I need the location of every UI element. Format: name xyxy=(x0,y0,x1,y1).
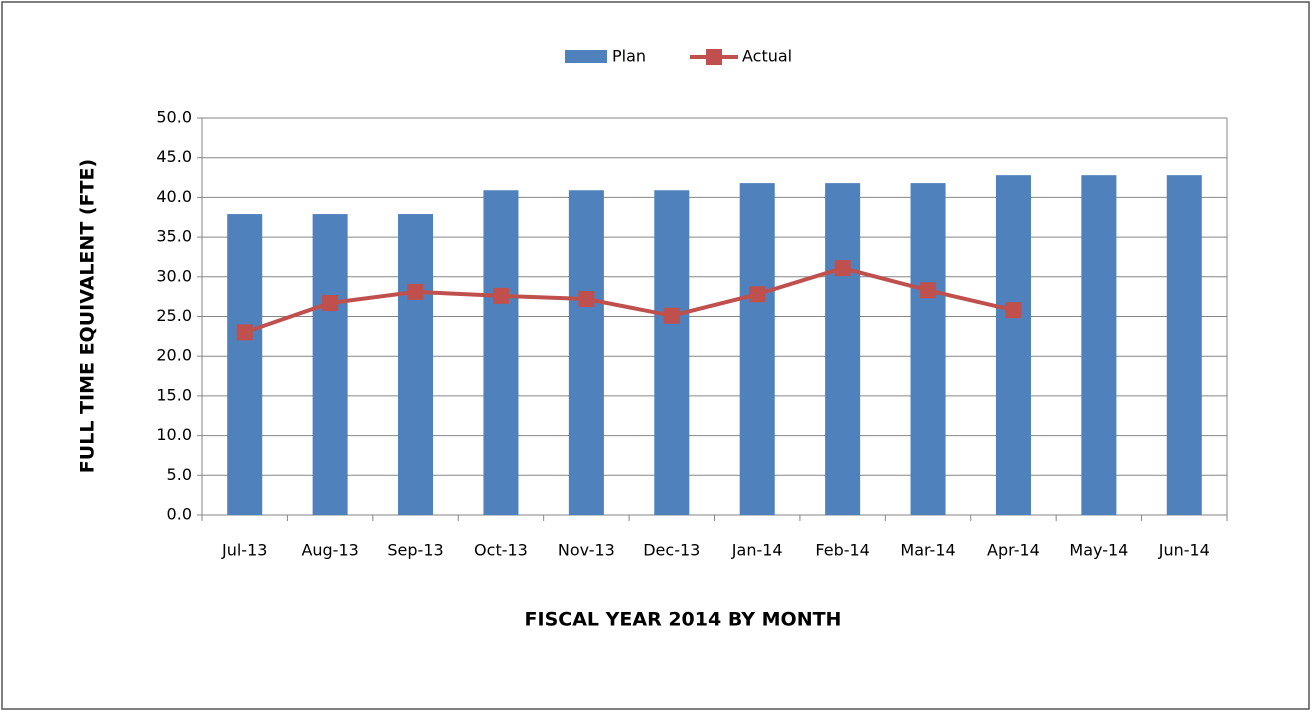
marker xyxy=(236,324,253,341)
marker xyxy=(749,286,766,303)
marker xyxy=(1005,302,1022,319)
legend-label: Actual xyxy=(742,47,792,66)
x-tick-label: Dec-13 xyxy=(643,541,700,560)
bar xyxy=(312,214,348,515)
bar xyxy=(483,190,519,515)
bar xyxy=(568,190,604,515)
y-tick-label: 20.0 xyxy=(156,346,192,365)
bar xyxy=(995,175,1031,515)
y-tick-label: 0.0 xyxy=(167,505,192,524)
y-tick-label: 35.0 xyxy=(156,227,192,246)
y-tick-label: 15.0 xyxy=(156,385,192,404)
marker xyxy=(492,287,509,304)
legend-label: Plan xyxy=(612,47,646,66)
x-tick-label: Nov-13 xyxy=(558,541,615,560)
line xyxy=(244,265,1014,335)
x-tick-label: Aug-13 xyxy=(301,541,358,560)
bar xyxy=(1166,175,1202,515)
bar xyxy=(398,214,434,515)
y-tick-label: 30.0 xyxy=(156,266,192,285)
x-axis-title: FISCAL YEAR 2014 BY MONTH xyxy=(525,609,842,631)
x-tick-label: May-14 xyxy=(1069,541,1128,560)
bar xyxy=(654,190,690,515)
bar xyxy=(227,214,263,515)
x-tick-label: Jun-14 xyxy=(1158,541,1210,560)
marker xyxy=(322,295,339,312)
x-tick-label: Mar-14 xyxy=(900,541,955,560)
legend-marker xyxy=(706,49,722,65)
bar xyxy=(739,183,775,515)
marker xyxy=(663,307,680,324)
y-tick-label: 45.0 xyxy=(156,147,192,166)
marker xyxy=(407,283,424,300)
y-tick-label: 50.0 xyxy=(156,108,192,127)
x-tick-label: Jul-13 xyxy=(221,541,267,560)
x-tick-label: Feb-14 xyxy=(815,541,869,560)
y-tick-label: 40.0 xyxy=(156,187,192,206)
y-tick-label: 25.0 xyxy=(156,306,192,325)
marker xyxy=(920,282,937,299)
bar xyxy=(1081,175,1117,515)
marker xyxy=(578,291,595,308)
y-tick-label: 10.0 xyxy=(156,425,192,444)
bar xyxy=(910,183,946,515)
x-tick-label: Jan-14 xyxy=(731,541,783,560)
y-tick-label: 5.0 xyxy=(167,465,192,484)
marker xyxy=(834,260,851,277)
legend-swatch xyxy=(565,50,607,63)
x-tick-label: Oct-13 xyxy=(474,541,528,560)
x-tick-label: Apr-14 xyxy=(987,541,1040,560)
bar xyxy=(825,183,861,515)
y-axis-title: FULL TIME EQUIVALENT (FTE) xyxy=(77,159,99,473)
x-tick-label: Sep-13 xyxy=(387,541,443,560)
